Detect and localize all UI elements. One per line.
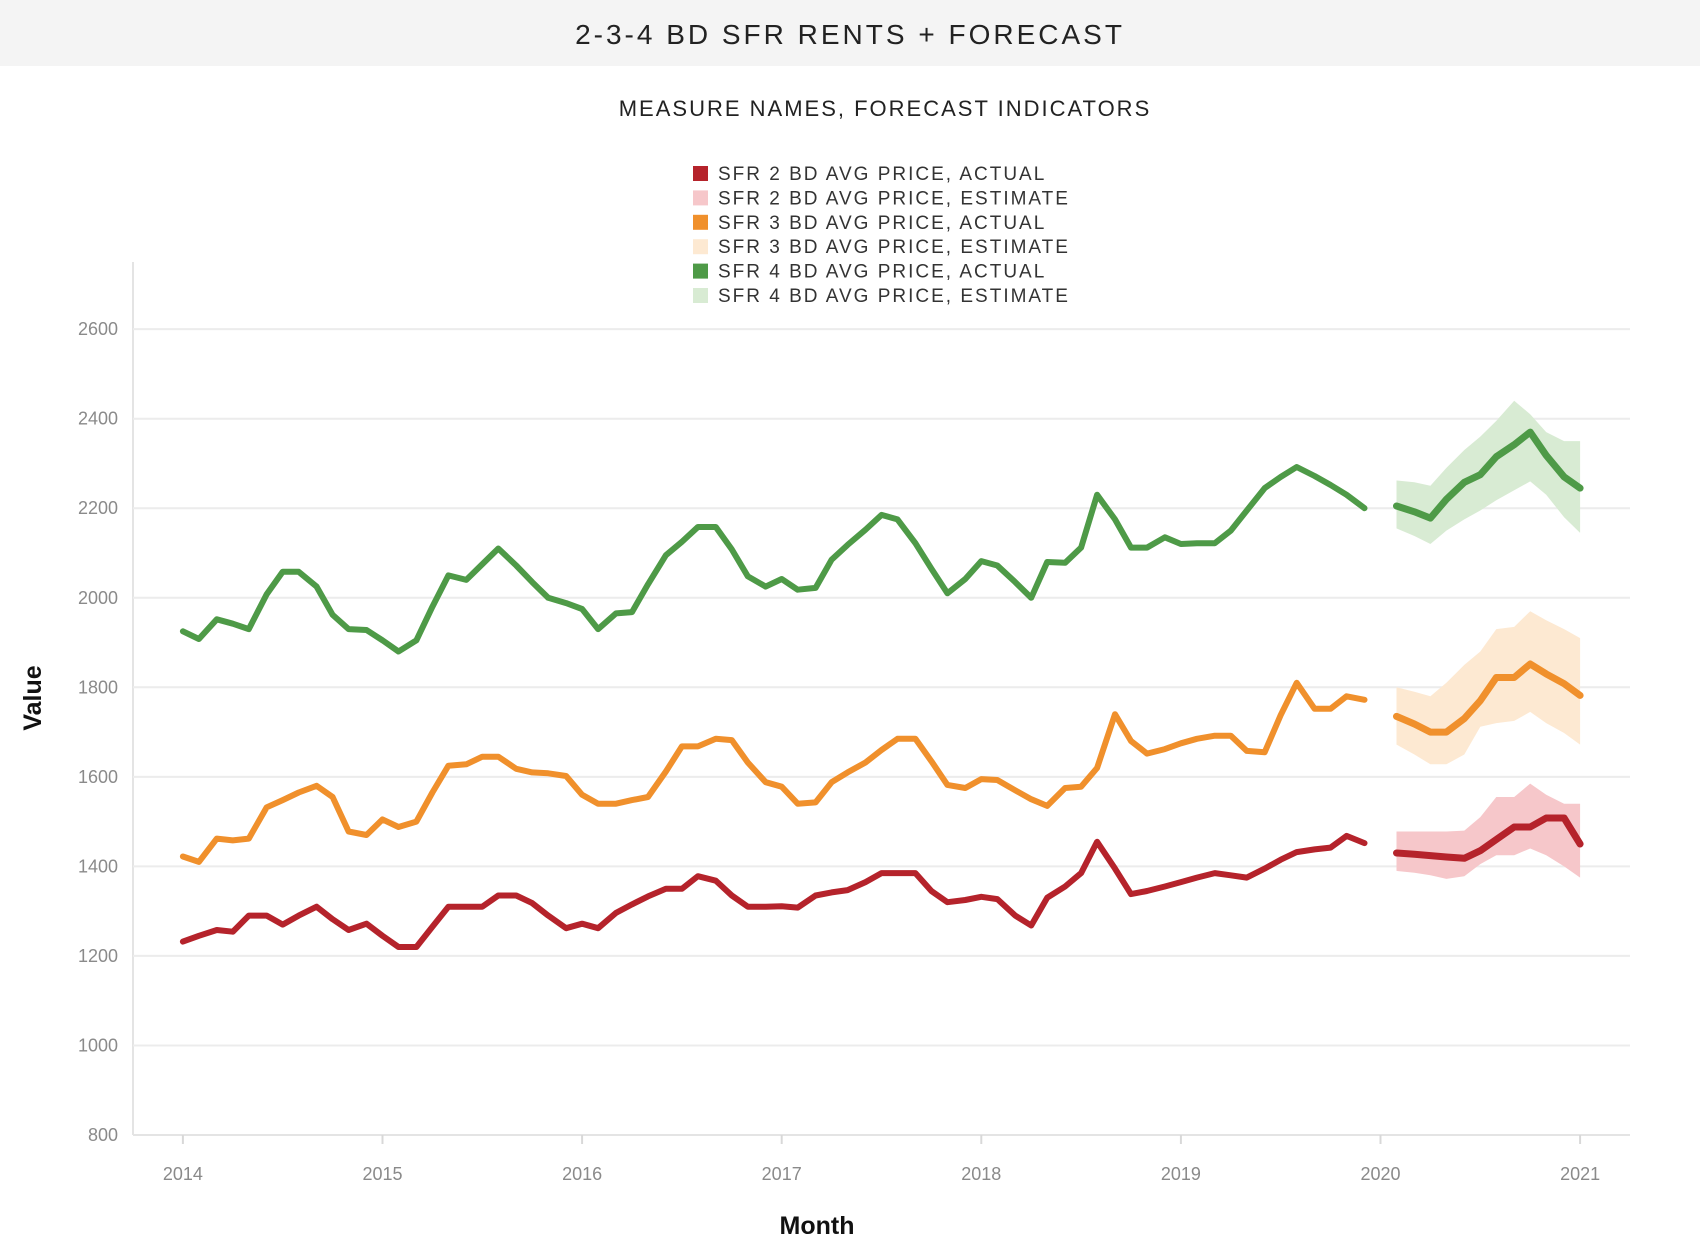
y-tick-label-1000: 1000 [78,1035,118,1055]
y-tick-label-1800: 1800 [78,677,118,697]
x-tick-label-2016: 2016 [562,1164,602,1184]
legend-label-2: SFR 2 BD AVG PRICE, ESTIMATE [718,188,1070,209]
line-sfr-4-bd-avg-price-forecast [1393,428,1584,522]
title-bar [0,0,1700,66]
x-tick-label-2015: 2015 [362,1164,402,1184]
x-tick-label-2018: 2018 [961,1164,1001,1184]
legend-label-5: SFR 4 BD AVG PRICE, ACTUAL [718,262,1046,283]
band-sfr-4-bd-avg-price-forecast [1396,400,1581,544]
x-tick-label-2017: 2017 [762,1164,802,1184]
legend-swatch-6 [693,288,708,303]
x-axis-ticks: 2014 2015 2016 2017 2018 2019 2020 2021 [163,1135,1600,1184]
legend-label-6: SFR 4 BD AVG PRICE, ESTIMATE [718,286,1070,307]
gridlines [133,328,1630,1047]
series-lines [179,428,1584,950]
y-axis-title: Value [19,665,47,730]
legend-label-1: SFR 2 BD AVG PRICE, ACTUAL [718,164,1046,185]
x-tick-label-2021: 2021 [1560,1164,1600,1184]
plot-area: 800100012001400160018002000220024002600 … [78,262,1630,1184]
legend-swatch-3 [693,214,708,230]
y-tick-label-2400: 2400 [78,409,118,429]
y-tick-label-1600: 1600 [78,767,118,787]
legend-swatch-4 [693,239,708,255]
y-tick-label-1400: 1400 [78,856,118,876]
y-tick-label-2600: 2600 [78,319,118,339]
line-sfr-2-bd-avg-price-forecast [1393,814,1584,862]
y-axis-ticks: 800 1000 1200 1400 1600 1800 2000 2200 2400 2600 [78,319,118,1145]
legend-label-3: SFR 3 BD AVG PRICE, ACTUAL [718,213,1046,234]
y-tick-label-1200: 1200 [78,946,118,966]
x-axis-title: Month [780,1212,855,1240]
legend-swatch-5 [693,263,708,279]
x-tick-label-2014: 2014 [163,1164,203,1184]
band-sfr-2-bd-avg-price-forecast [1396,783,1581,879]
forecast-bands [1396,400,1581,879]
x-tick-label-2020: 2020 [1360,1164,1400,1184]
legend-swatch-1 [693,166,708,181]
legend: SFR 2 BD AVG PRICE, ACTUAL SFR 2 BD AVG P… [693,164,1070,307]
legend-title: MEASURE NAMES, FORECAST INDICATORS [619,96,1152,121]
legend-swatch-2 [693,190,708,206]
x-tick-label-2019: 2019 [1161,1164,1201,1184]
y-tick-label-800: 800 [88,1125,118,1145]
line-sfr-3-bd-avg-price-actual [179,679,1368,865]
line-sfr-4-bd-avg-price-actual [179,464,1368,655]
y-tick-label-2000: 2000 [78,588,118,608]
line-sfr-3-bd-avg-price-forecast [1393,660,1584,736]
chart-title: 2-3-4 BD SFR RENTS + FORECAST [575,19,1125,50]
y-tick-label-2200: 2200 [78,498,118,518]
line-sfr-2-bd-avg-price-actual [179,832,1368,950]
legend-label-4: SFR 3 BD AVG PRICE, ESTIMATE [718,237,1070,258]
